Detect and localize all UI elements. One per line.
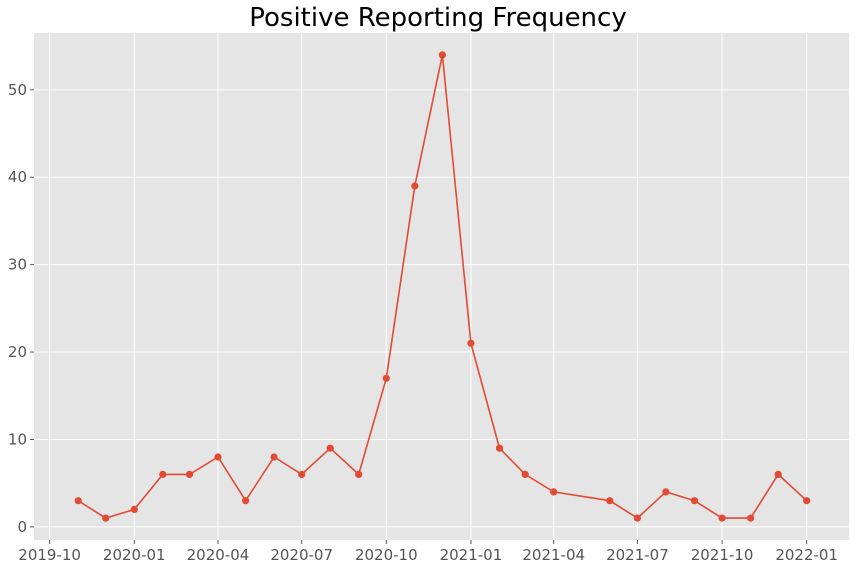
y-tick-label: 30 bbox=[8, 256, 27, 274]
x-tick-label: 2020-07 bbox=[270, 546, 333, 564]
data-point bbox=[774, 470, 782, 478]
chart-title: Positive Reporting Frequency bbox=[249, 3, 626, 33]
x-tick-label: 2020-01 bbox=[103, 546, 166, 564]
plot-area bbox=[34, 33, 849, 540]
grid-lines bbox=[34, 33, 849, 540]
data-point bbox=[633, 514, 642, 522]
x-tick-label: 2021-10 bbox=[691, 546, 754, 564]
y-tick-label: 40 bbox=[8, 168, 27, 186]
data-point bbox=[130, 505, 138, 513]
data-point bbox=[242, 497, 250, 505]
data-points bbox=[74, 51, 811, 522]
data-point bbox=[550, 488, 558, 496]
y-tick-label: 50 bbox=[8, 81, 27, 99]
x-tick-label: 2021-07 bbox=[606, 546, 669, 564]
x-tick-label: 2020-04 bbox=[187, 546, 250, 564]
x-tick-label: 2021-01 bbox=[440, 546, 503, 564]
data-point bbox=[803, 497, 811, 505]
y-axis-ticks: 0 10 20 30 40 50 bbox=[8, 81, 34, 536]
data-point bbox=[467, 339, 475, 347]
y-tick-label: 0 bbox=[17, 518, 27, 536]
data-point bbox=[102, 514, 110, 522]
data-point bbox=[747, 514, 755, 522]
data-point bbox=[326, 444, 334, 452]
x-tick-label: 2019-10 bbox=[18, 546, 81, 564]
data-point bbox=[159, 470, 167, 478]
data-point bbox=[606, 497, 614, 505]
data-point bbox=[185, 470, 194, 478]
data-point bbox=[662, 488, 670, 496]
data-point bbox=[74, 497, 82, 505]
data-point bbox=[382, 374, 390, 382]
y-tick-label: 20 bbox=[8, 343, 27, 361]
data-point bbox=[718, 514, 726, 522]
data-point bbox=[298, 470, 306, 478]
x-tick-label: 2022-01 bbox=[775, 546, 838, 564]
data-point bbox=[411, 182, 419, 190]
data-point bbox=[690, 497, 699, 505]
y-tick-label: 10 bbox=[8, 430, 27, 448]
x-tick-label: 2021-04 bbox=[522, 546, 585, 564]
data-point bbox=[355, 470, 363, 478]
x-tick-label: 2020-10 bbox=[355, 546, 418, 564]
data-point bbox=[438, 51, 446, 59]
data-point bbox=[521, 470, 529, 478]
data-point bbox=[270, 453, 278, 461]
series-line bbox=[77, 54, 808, 520]
data-point bbox=[214, 453, 222, 461]
x-axis-ticks: 2019-10 2020-01 2020-04 2020-07 2020-10 2021-… bbox=[18, 540, 838, 564]
data-point bbox=[495, 444, 504, 452]
